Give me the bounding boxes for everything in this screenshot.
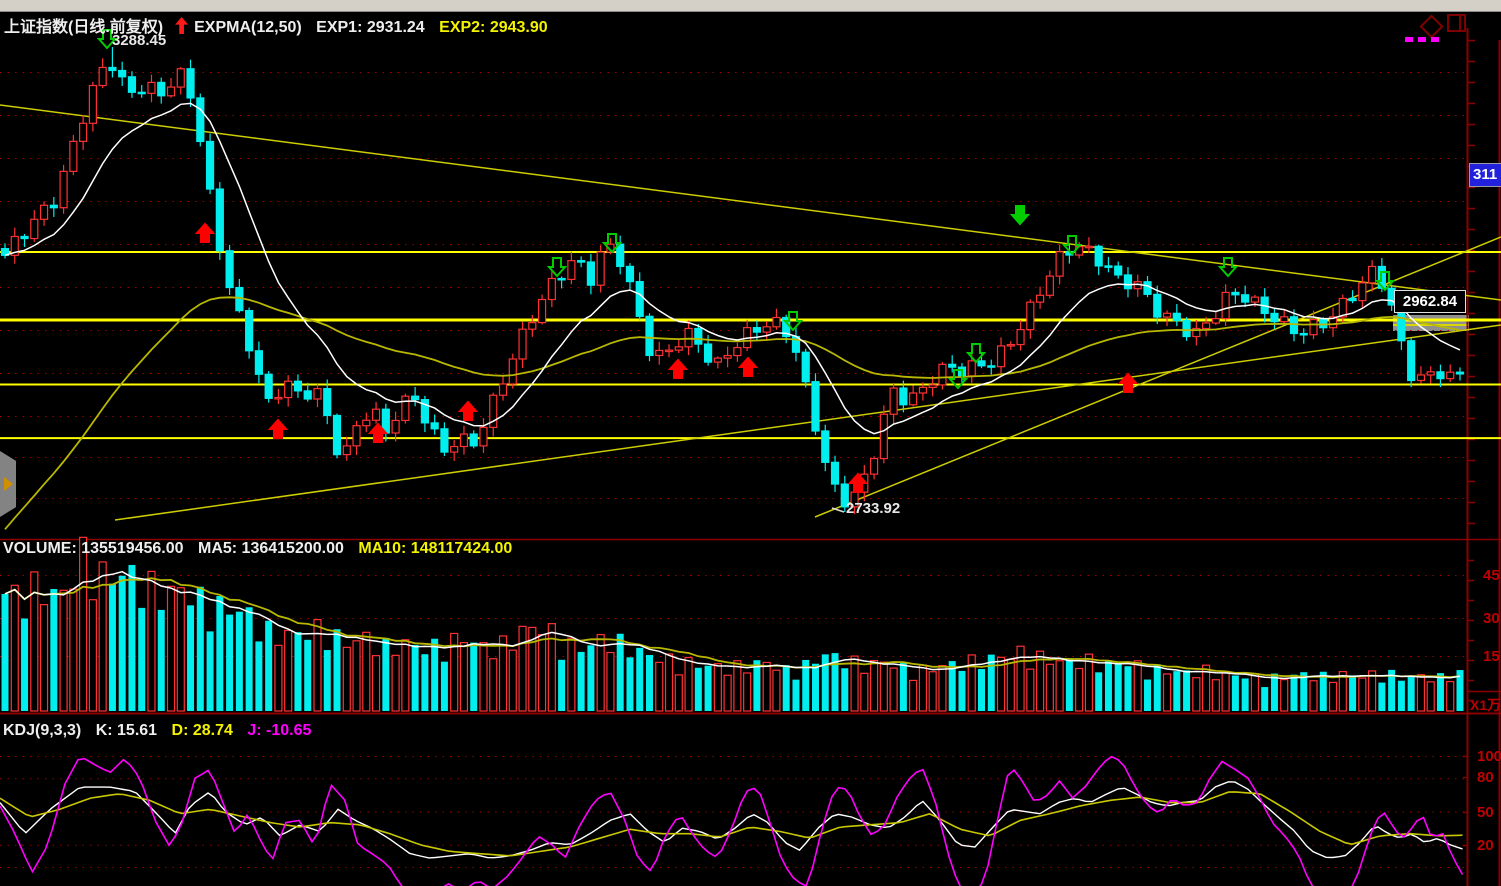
kdj-header: KDJ(9,3,3) K: 15.61 D: 28.74 J: -10.65 <box>3 722 321 740</box>
volume-header: VOLUME: 135519456.00 MA5: 136415200.00 M… <box>3 540 522 558</box>
volume-axis-label: 15 <box>1483 648 1500 665</box>
low-price-annotation: 2733.92 <box>846 500 901 517</box>
sidebar-expand-handle[interactable] <box>0 451 16 517</box>
expand-arrow-icon <box>4 477 13 491</box>
kdj-axis-label: 80 <box>1477 769 1494 786</box>
split-window-icon[interactable] <box>1447 14 1466 32</box>
kdj-d-value: D: 28.74 <box>171 722 233 739</box>
exp1-value: EXP1: 2931.24 <box>316 19 425 36</box>
kdj-name[interactable]: KDJ(9,3,3) <box>3 722 82 739</box>
volume-ma10-value: MA10: 148117424.00 <box>358 540 513 557</box>
window-top-strip <box>0 0 1501 12</box>
volume-unit-label: X1万 <box>1470 697 1501 713</box>
symbol-title: 上证指数(日线.前复权) <box>4 19 164 36</box>
up-arrow-icon <box>175 17 189 34</box>
kdj-axis-label: 50 <box>1477 804 1494 821</box>
kdj-j-value: J: -10.65 <box>247 722 312 739</box>
kdj-axis-label: 100 <box>1477 748 1501 765</box>
volume-axis-label: 45 <box>1483 567 1500 584</box>
volume-ma5-value: MA5: 136415200.00 <box>198 540 344 557</box>
volume-axis-label: 30 <box>1483 610 1500 627</box>
main-chart-header: 上证指数(日线.前复权) EXPMA(12,50) EXP1: 2931.24 E… <box>4 13 558 37</box>
current-price-tag: 2962.84 <box>1394 290 1466 313</box>
kdj-k-value: K: 15.61 <box>95 722 158 739</box>
exp2-value: EXP2: 2943.90 <box>439 19 548 36</box>
high-price-annotation: 3288.45 <box>112 32 167 49</box>
ellipsis-dots-icon[interactable] <box>1405 37 1445 43</box>
kdj-axis-label: 20 <box>1477 837 1494 854</box>
indicator-name[interactable]: EXPMA(12,50) <box>194 19 302 36</box>
volume-value: VOLUME: 135519456.00 <box>3 540 184 557</box>
price-alert-badge[interactable]: 311 <box>1469 163 1501 187</box>
